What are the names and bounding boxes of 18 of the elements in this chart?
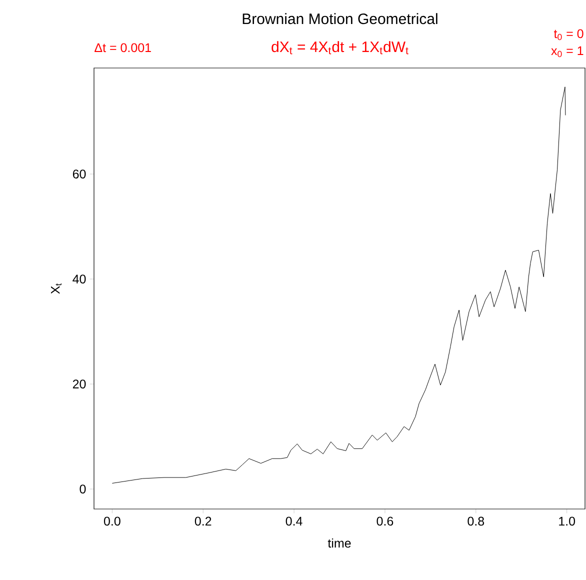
- text: t$_{0}$ = 0: [554, 29, 584, 40]
- chart-title: Brownian Motion Geometrical: [242, 13, 438, 24]
- x-tick-label: 0.8: [468, 516, 484, 526]
- x-tick-label: 0.4: [286, 516, 302, 526]
- y-tick-label: 60: [72, 170, 86, 178]
- text: Δt = 0.001: [94, 43, 151, 52]
- line-series: [112, 86, 566, 484]
- text: dX$_{t}$ = 4X$_{t}$dt + 1X$_{t}$dW$_{t}$: [272, 41, 408, 54]
- x-axis-title: time: [328, 538, 351, 548]
- y-tick-label: 0: [80, 484, 86, 494]
- x-tick-label: 0.0: [104, 516, 120, 526]
- text: x$_{0}$ = 1: [551, 46, 584, 58]
- x-tick-label: 0.2: [194, 516, 212, 526]
- y-tick-label: 20: [72, 380, 86, 388]
- x-tick-label: 1.0: [559, 516, 576, 526]
- x-tick-label: 0.6: [376, 516, 394, 526]
- y-axis-title: X$_{t}$: [51, 283, 62, 294]
- y-tick-label: 40: [72, 274, 86, 284]
